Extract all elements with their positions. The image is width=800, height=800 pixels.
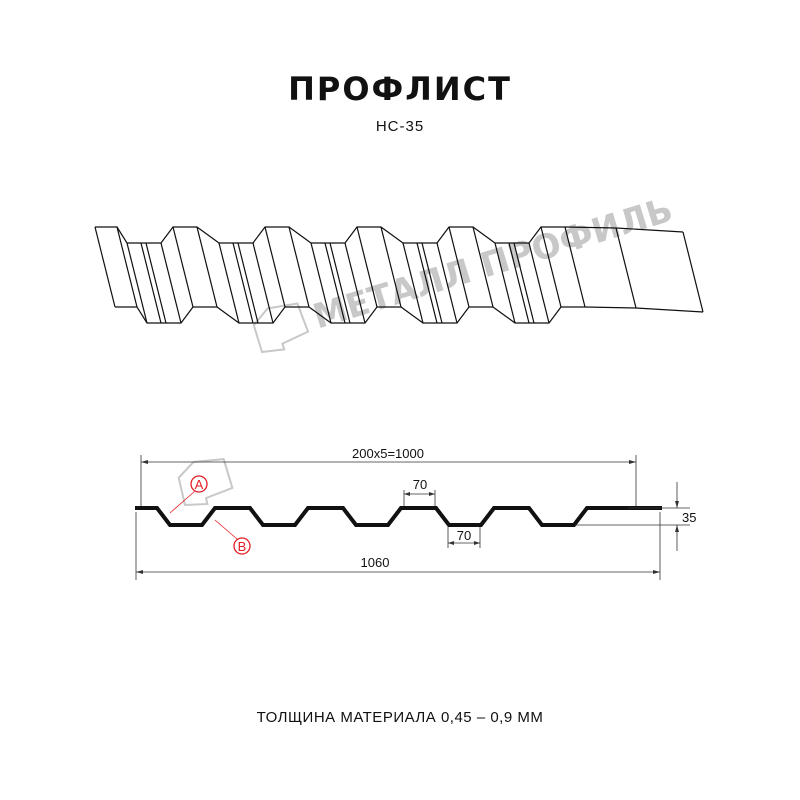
profile-fold-line [528,242,550,324]
marker-a: A [169,475,208,514]
profile-groove-line [421,242,443,324]
marker-b: B [214,519,251,555]
profile-fold-line [218,242,240,324]
profile-groove-line [232,242,254,324]
profile-fold-line [402,242,424,324]
marker-b-label: B [238,539,247,554]
profile-section [135,506,662,527]
profile-fold-line [160,242,182,324]
profile-fold-line [564,226,586,308]
dim-top-flat: 70 [413,477,427,492]
profile-fold-line [436,242,458,324]
dim-height: 35 [682,510,696,525]
profile-fold-line [682,231,704,313]
profile-groove-line [140,242,162,324]
profile-fold-line [126,242,148,324]
profile-fold-line [172,226,194,308]
watermark-logo-top: МЕТАЛЛ ПРОФИЛЬ [252,190,678,354]
dim-bottom-flat: 70 [457,528,471,543]
profile-groove-line [508,242,530,324]
dim-pitch-total: 200x5=1000 [352,446,424,461]
profile-groove-line [324,242,346,324]
profile-3d-view [94,226,704,324]
watermark-text: МЕТАЛЛ ПРОФИЛЬ [309,190,678,337]
dim-full-width: 1060 [361,555,390,570]
dimension-lines [135,455,690,580]
profile-groove-line [416,242,438,324]
profile-fold-line [94,226,116,308]
marker-a-label: A [195,477,204,492]
profile-fold-line [344,242,366,324]
material-thickness-note: ТОЛЩИНА МАТЕРИАЛА 0,45 – 0,9 ММ [256,709,544,726]
watermark-logo-bottom [177,458,234,507]
profile-groove-line [513,242,535,324]
profile-fold-line [252,242,274,324]
profile-fold-line [116,226,138,308]
profile-fold-line [472,226,494,308]
profile-fold-line [380,226,402,308]
model-subtitle: НС-35 [375,118,425,135]
profile-fold-line [540,226,562,308]
page-title: ПРОФЛИСТ [288,70,512,108]
profile-back-edge [95,226,684,244]
profile-fold-line [288,226,310,308]
profile-fold-line [494,242,516,324]
profile-fold-line [448,226,470,308]
profile-fold-line [196,226,218,308]
profile-fold-line [264,226,286,308]
profile-groove-line [145,242,167,324]
profile-groove-line [329,242,351,324]
profile-fold-line [310,242,332,324]
profile-fold-line [615,227,637,309]
profile-groove-line [237,242,259,324]
profile-fold-line [356,226,378,308]
profile-front-edge [115,306,704,324]
